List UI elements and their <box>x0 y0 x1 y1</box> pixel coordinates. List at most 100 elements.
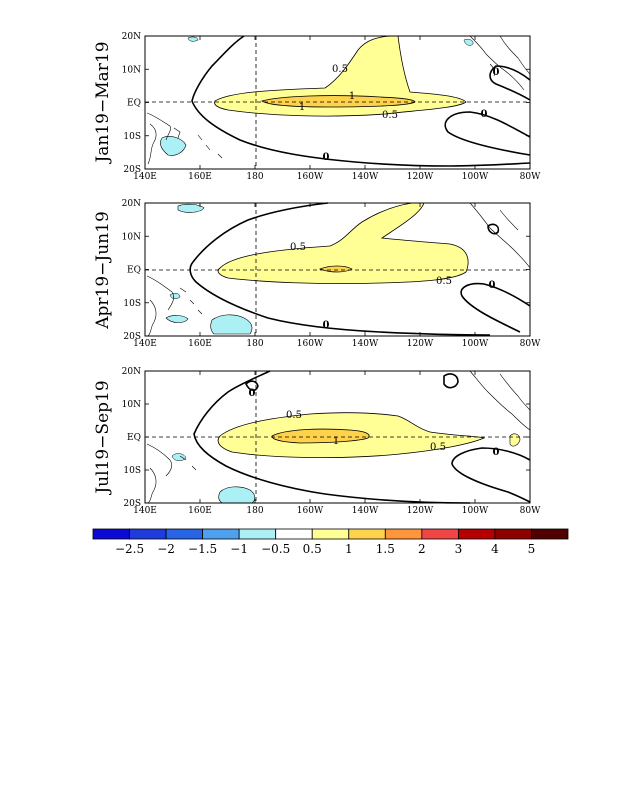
colorbar-swatch <box>165 528 204 540</box>
zero-contour <box>189 202 491 336</box>
zero-contour <box>487 223 500 235</box>
contour-label: 0.5 <box>286 410 302 421</box>
contour-label: 0.5 <box>332 64 348 75</box>
zero-contour <box>443 373 459 389</box>
y-tick-label: 20S <box>123 499 141 509</box>
y-tick-label: 10S <box>123 132 141 142</box>
positive-anomaly-core <box>271 428 370 444</box>
positive-anomaly-core <box>319 265 353 273</box>
y-tick-label: 10S <box>123 466 141 476</box>
panel-3-land <box>146 370 531 504</box>
positive-anomaly-region <box>214 35 467 117</box>
contour-label: 0 <box>493 447 500 458</box>
x-tick-label: 140E <box>133 172 157 182</box>
colorbar-swatch <box>311 528 350 540</box>
contour-label: 1 <box>299 102 305 113</box>
negative-anomaly-region <box>218 486 256 504</box>
colorbar-swatch <box>531 528 569 540</box>
x-tick-label: 160W <box>297 339 324 349</box>
y-tick-label: 20S <box>123 332 141 342</box>
negative-anomaly-region <box>187 36 199 42</box>
colorbar-swatch <box>384 528 423 540</box>
colorbar-swatch <box>494 528 532 540</box>
colorbar-swatch <box>457 528 496 540</box>
negative-anomaly-region <box>165 315 189 323</box>
contour-label: 1 <box>349 91 355 102</box>
colorbar-label: 1.5 <box>376 542 395 556</box>
contour-label: 0.5 <box>436 276 452 287</box>
y-tick-label: 10N <box>122 65 141 75</box>
colorbar-swatch <box>238 528 277 540</box>
panel-2-land <box>146 202 531 337</box>
x-tick-label: 80W <box>520 339 541 349</box>
y-tick-label: 20N <box>122 32 141 42</box>
contour-label: 0.5 <box>290 242 306 253</box>
colorbar-label: 3 <box>455 542 463 556</box>
panel-3-period-label: Jul19−Sep19 <box>93 380 113 495</box>
contour-label: 0 <box>493 67 500 78</box>
zero-contour <box>245 380 259 392</box>
x-tick-label: 180 <box>246 172 263 182</box>
panel-3: 0.5 1 0.5 0 0 Jul19−Sep19 <box>93 370 531 504</box>
y-tick-label: EQ <box>127 99 141 109</box>
negative-anomaly-region <box>177 203 205 213</box>
y-tick-label: 20S <box>123 165 141 175</box>
panel-2-period-label: Apr19−Jun19 <box>93 211 113 330</box>
contour-label: 0 <box>249 388 256 399</box>
panel-1-period-label: Jan19−Mar19 <box>93 41 113 164</box>
x-tick-label: 120W <box>407 172 434 182</box>
x-tick-label: 120W <box>407 506 434 516</box>
colorbar: −2.5 −2 −1.5 −1 −0.5 0.5 1 1.5 2 3 4 5 <box>92 528 569 556</box>
panel-2: 0.5 0.5 0 0 Apr19−Jun19 <box>93 202 531 337</box>
colorbar-label: 4 <box>491 542 499 556</box>
colorbar-label: −2 <box>157 542 175 556</box>
x-tick-label: 140E <box>133 506 157 516</box>
colorbar-swatch <box>92 528 130 540</box>
x-tick-label: 80W <box>520 506 541 516</box>
x-tick-label: 140W <box>352 506 379 516</box>
zero-contour <box>460 282 531 333</box>
y-tick-label: 10S <box>123 299 141 309</box>
x-tick-label: 160W <box>297 172 324 182</box>
colorbar-swatch <box>421 528 459 540</box>
x-tick-label: 100W <box>462 172 489 182</box>
colorbar-label: −1.5 <box>188 542 217 556</box>
contour-label: 0 <box>323 152 330 163</box>
y-tick-label: EQ <box>127 433 141 443</box>
negative-anomaly-region <box>160 136 187 156</box>
contour-label: 0 <box>481 109 488 120</box>
negative-anomaly-region <box>210 314 253 335</box>
x-tick-label: 180 <box>246 506 263 516</box>
x-tick-label: 140W <box>352 339 379 349</box>
contour-label: 0.5 <box>430 442 446 453</box>
zero-contour <box>193 370 471 504</box>
zero-contour <box>451 447 531 503</box>
panel-1-land <box>146 35 531 165</box>
x-tick-label: 120W <box>407 339 434 349</box>
x-tick-label: 160W <box>297 506 324 516</box>
y-tick-label: EQ <box>127 266 141 276</box>
x-tick-label: 180 <box>246 339 263 349</box>
panel-1: 0.5 1 1 0.5 0 0 0 Jan19−Mar19 <box>93 35 531 170</box>
x-tick-label: 100W <box>462 506 489 516</box>
x-tick-label: 160E <box>188 172 212 182</box>
panel-2-fills <box>165 202 469 335</box>
negative-anomaly-region <box>463 38 474 46</box>
colorbar-swatch <box>348 528 386 540</box>
colorbar-label: 0.5 <box>303 542 322 556</box>
colorbar-label: 5 <box>528 542 536 556</box>
negative-anomaly-region <box>169 293 181 299</box>
colorbar-label: 1 <box>345 542 353 556</box>
contour-label: 0.5 <box>382 110 398 121</box>
negative-anomaly-region <box>171 453 187 461</box>
zero-contour <box>444 111 531 156</box>
colorbar-label: −1 <box>230 542 248 556</box>
colorbar-swatch <box>202 528 240 540</box>
x-tick-label: 160E <box>188 506 212 516</box>
axis-ticks: 140E 160E 180 160W 140W 120W 100W 80W20N10NEQ10… <box>122 32 541 516</box>
x-tick-label: 140E <box>133 339 157 349</box>
x-tick-label: 160E <box>188 339 212 349</box>
colorbar-label: −0.5 <box>261 542 290 556</box>
